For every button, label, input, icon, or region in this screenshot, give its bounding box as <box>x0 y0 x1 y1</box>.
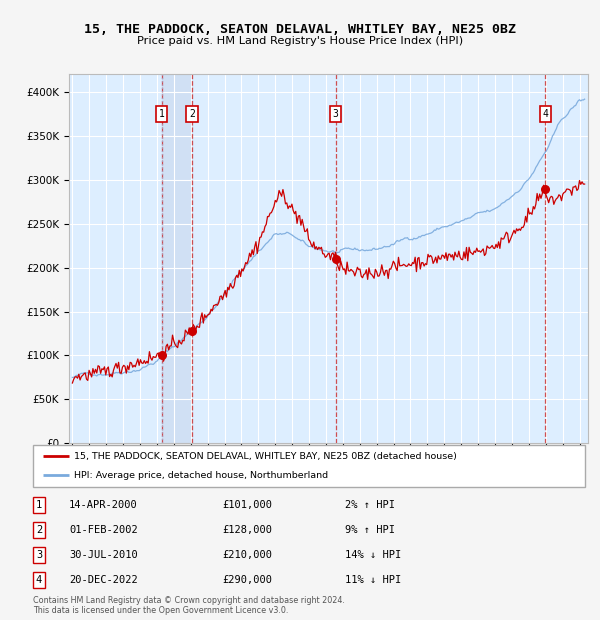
Text: 01-FEB-2002: 01-FEB-2002 <box>69 525 138 535</box>
Text: 2: 2 <box>36 525 42 535</box>
Text: 11% ↓ HPI: 11% ↓ HPI <box>345 575 401 585</box>
Text: HPI: Average price, detached house, Northumberland: HPI: Average price, detached house, Nort… <box>74 471 329 480</box>
Text: Price paid vs. HM Land Registry's House Price Index (HPI): Price paid vs. HM Land Registry's House … <box>137 36 463 46</box>
Text: 20-DEC-2022: 20-DEC-2022 <box>69 575 138 585</box>
FancyBboxPatch shape <box>33 445 585 487</box>
Text: 3: 3 <box>333 109 339 119</box>
Text: 15, THE PADDOCK, SEATON DELAVAL, WHITLEY BAY, NE25 0BZ (detached house): 15, THE PADDOCK, SEATON DELAVAL, WHITLEY… <box>74 452 457 461</box>
Text: £210,000: £210,000 <box>222 550 272 560</box>
Text: 4: 4 <box>542 109 548 119</box>
Text: Contains HM Land Registry data © Crown copyright and database right 2024.
This d: Contains HM Land Registry data © Crown c… <box>33 596 345 615</box>
Text: 2% ↑ HPI: 2% ↑ HPI <box>345 500 395 510</box>
Text: 3: 3 <box>36 550 42 560</box>
Text: £128,000: £128,000 <box>222 525 272 535</box>
Text: 1: 1 <box>36 500 42 510</box>
Text: 4: 4 <box>36 575 42 585</box>
Text: 30-JUL-2010: 30-JUL-2010 <box>69 550 138 560</box>
Text: £101,000: £101,000 <box>222 500 272 510</box>
Text: 15, THE PADDOCK, SEATON DELAVAL, WHITLEY BAY, NE25 0BZ: 15, THE PADDOCK, SEATON DELAVAL, WHITLEY… <box>84 23 516 36</box>
Text: 2: 2 <box>189 109 195 119</box>
Text: 14% ↓ HPI: 14% ↓ HPI <box>345 550 401 560</box>
Text: 9% ↑ HPI: 9% ↑ HPI <box>345 525 395 535</box>
Text: 1: 1 <box>159 109 164 119</box>
Text: £290,000: £290,000 <box>222 575 272 585</box>
Bar <box>161 74 192 443</box>
Text: 14-APR-2000: 14-APR-2000 <box>69 500 138 510</box>
